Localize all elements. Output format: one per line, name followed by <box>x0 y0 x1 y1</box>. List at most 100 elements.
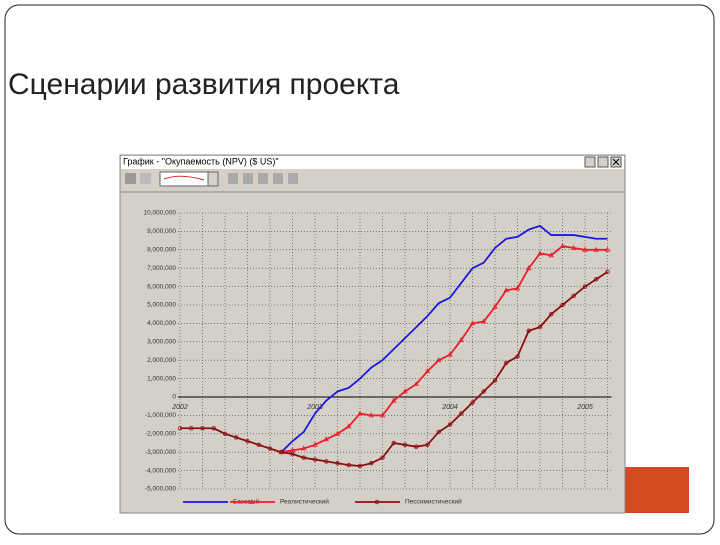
preview-button[interactable] <box>140 173 151 184</box>
legend-label: Реалистический <box>280 498 329 506</box>
y-tick-label: -1,000,000 <box>145 412 176 419</box>
marker <box>368 412 374 418</box>
marker <box>256 442 261 448</box>
marker <box>369 461 374 466</box>
marker <box>324 459 329 464</box>
marker <box>593 246 599 252</box>
x-tick-label: 2005 <box>576 404 593 411</box>
y-tick-label: -2,000,000 <box>145 431 176 438</box>
marker <box>391 397 397 403</box>
y-tick-label: 8,000,000 <box>147 247 176 254</box>
marker <box>582 246 588 252</box>
marker <box>222 431 228 436</box>
legend-label: Пессимистический <box>405 498 462 506</box>
marker <box>470 400 475 405</box>
marker <box>447 422 453 427</box>
marker <box>605 269 610 275</box>
marker <box>234 435 239 440</box>
marker <box>559 243 566 249</box>
marker <box>211 426 216 431</box>
marker <box>560 302 565 308</box>
marker <box>594 277 599 282</box>
marker <box>346 462 351 468</box>
marker <box>189 426 194 431</box>
x-tick-label: 2002 <box>171 404 188 411</box>
marker <box>346 423 352 429</box>
marker <box>290 451 295 457</box>
y-tick-label: 2,000,000 <box>147 357 176 364</box>
marker <box>424 368 431 374</box>
tool-button[interactable] <box>228 173 238 184</box>
y-tick-label: -3,000,000 <box>145 449 176 456</box>
marker <box>515 354 520 359</box>
marker <box>414 444 419 449</box>
x-tick-label: 2003 <box>306 404 323 411</box>
marker <box>413 381 419 387</box>
y-tick-label: 4,000,000 <box>147 320 176 327</box>
marker <box>481 318 487 324</box>
marker <box>604 246 611 252</box>
tool-button[interactable] <box>258 173 268 184</box>
marker <box>526 265 532 271</box>
window-title: График - "Окупаемость (NPV) ($ US)" <box>123 156 279 166</box>
tool-button[interactable] <box>288 173 298 184</box>
marker <box>481 389 486 394</box>
marker <box>312 457 318 462</box>
marker <box>301 445 307 451</box>
y-tick-label: 10,000,000 <box>143 210 176 217</box>
marker <box>323 436 329 442</box>
dropdown-preview <box>163 175 205 181</box>
marker <box>391 440 396 446</box>
print-button[interactable] <box>125 173 136 184</box>
y-tick-label: 1,000,000 <box>147 375 176 382</box>
marker <box>436 429 441 435</box>
minimize-button[interactable] <box>584 156 596 168</box>
marker <box>301 455 306 460</box>
legend-marker <box>249 498 255 504</box>
y-tick-label: 9,000,000 <box>147 228 176 235</box>
marker <box>312 441 318 447</box>
marker <box>514 285 521 291</box>
marker <box>436 357 442 363</box>
legend-marker <box>374 499 380 505</box>
series-line <box>280 224 608 453</box>
marker <box>267 446 273 451</box>
marker <box>571 293 576 298</box>
marker <box>357 410 363 416</box>
marker <box>582 284 588 289</box>
close-icon <box>612 158 620 166</box>
dropdown-arrow[interactable] <box>207 171 219 187</box>
tool-button[interactable] <box>243 173 253 184</box>
y-tick-label: 0 <box>172 394 176 401</box>
marker <box>504 360 509 366</box>
marker <box>469 320 476 326</box>
y-tick-label: 7,000,000 <box>147 265 176 272</box>
marker <box>492 303 498 309</box>
marker <box>335 461 340 466</box>
marker <box>177 426 183 431</box>
title-bar <box>121 156 624 169</box>
marker <box>279 450 284 455</box>
tool-button[interactable] <box>273 173 283 184</box>
marker <box>357 463 363 469</box>
marker <box>571 244 577 250</box>
y-tick-label: -5,000,000 <box>145 486 176 493</box>
marker <box>548 252 554 258</box>
marker <box>537 250 543 256</box>
marker <box>200 426 205 431</box>
y-tick-label: 3,000,000 <box>147 339 176 346</box>
maximize-button[interactable] <box>597 156 609 168</box>
x-tick-label: 2004 <box>441 404 458 411</box>
marker <box>492 378 498 383</box>
accent-block <box>625 467 689 513</box>
marker <box>402 388 408 394</box>
marker <box>503 287 509 293</box>
marker <box>537 324 543 330</box>
marker <box>549 312 554 317</box>
marker <box>379 412 386 418</box>
chart-window <box>119 154 626 514</box>
y-tick-label: 6,000,000 <box>147 283 176 290</box>
y-tick-label: 5,000,000 <box>147 302 176 309</box>
